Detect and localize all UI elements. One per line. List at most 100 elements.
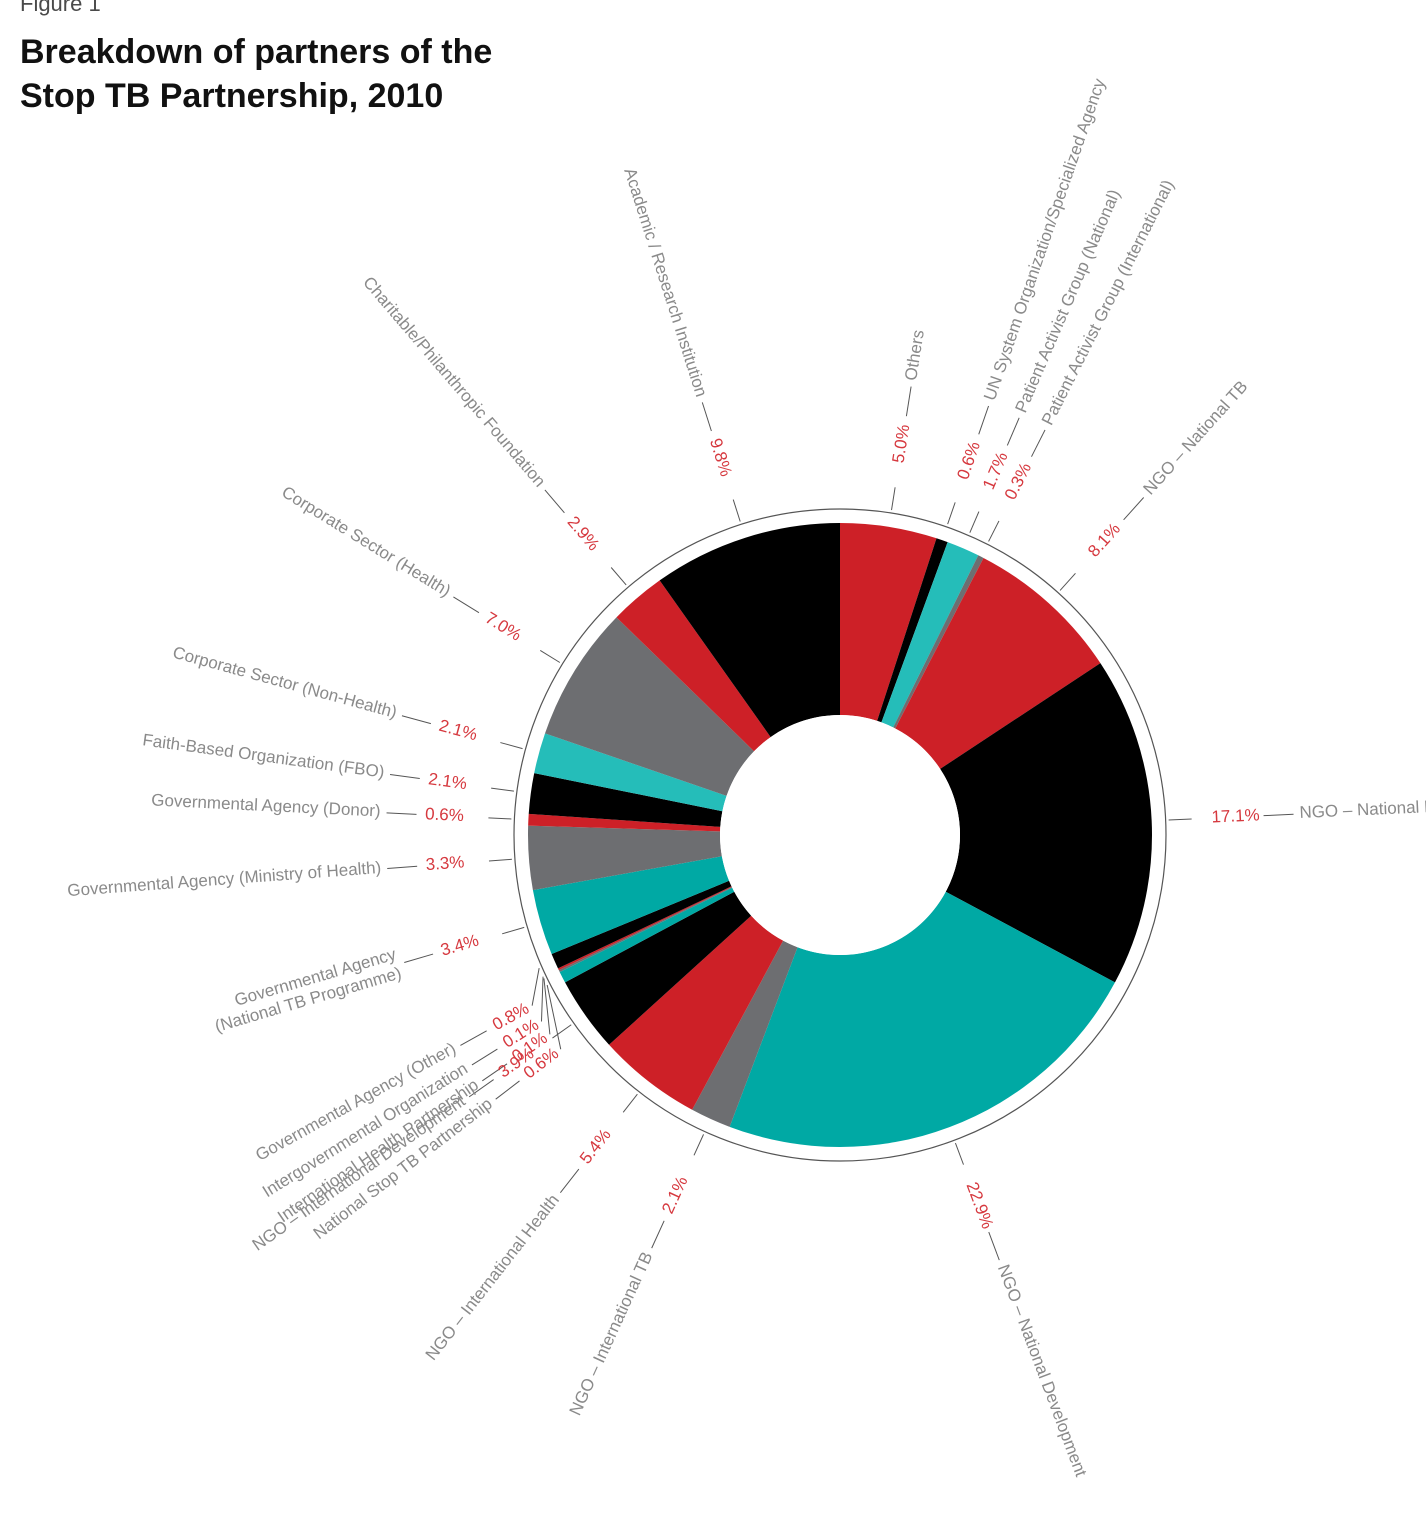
category-label-line: Corporate Sector (Health) (278, 483, 454, 601)
slice-governmental-agency-national-tb-programme (532, 856, 730, 955)
leader-line-ngo-international-tb (693, 1134, 704, 1156)
label-connector-ngo-international-development (468, 1079, 494, 1098)
category-label-corporate-sector-non-health: Corporate Sector (Non-Health) (171, 643, 399, 722)
leader-line-patient-activist-group-national (969, 511, 980, 533)
label-connector-un-system-organization-specialized-agency (978, 405, 990, 435)
category-label-governmental-agency-national-tb-programme: Governmental Agency(National TB Programm… (207, 945, 404, 1036)
category-label-line: Governmental Agency (Donor) (151, 791, 381, 821)
category-label-others: Others (902, 329, 929, 382)
slice-corporate-sector-non-health (534, 733, 727, 812)
value-label-academic-research-institution: 9.8% (706, 436, 736, 479)
slice-ngo-international-health (609, 915, 784, 1110)
leader-line-ngo-international-health (622, 1093, 638, 1113)
slice-charitable-philanthropic-foundation (616, 580, 771, 752)
category-label-line: NGO – National TB (1140, 377, 1252, 498)
figure-label: Figure 1 (20, 0, 101, 16)
slice-others (840, 523, 937, 721)
value-label-ngo-international-tb: 2.1% (658, 1173, 691, 1216)
leader-line-charitable-philanthropic-foundation (610, 567, 627, 586)
value-label-charitable-philanthropic-foundation: 2.9% (564, 513, 604, 555)
label-connector-others (905, 386, 912, 417)
slice-faith-based-organization-fbo (528, 773, 723, 827)
value-label-others: 5.0% (889, 423, 914, 464)
category-label-line: Academic / Research Institution (620, 166, 711, 400)
label-connector-charitable-philanthropic-foundation (544, 489, 565, 514)
label-connector-patient-activist-group-national (1006, 417, 1020, 446)
category-label-line: Corporate Sector (Non-Health) (171, 643, 399, 722)
chart-title-line-2: Stop TB Partnership, 2010 (20, 77, 444, 115)
category-label-line: NGO – National Development (993, 1262, 1090, 1480)
leader-line-academic-research-institution (732, 499, 741, 522)
label-connector-ngo-international-tb (651, 1220, 665, 1249)
label-connector-governmental-agency-ministry-of-health (387, 865, 418, 870)
chart-title: Breakdown of partners of the Stop TB Par… (20, 30, 580, 118)
leader-line-corporate-sector-non-health (500, 742, 523, 750)
value-label-governmental-agency-ministry-of-health: 3.3% (425, 852, 465, 874)
label-connector-international-health-partnership (482, 1063, 508, 1082)
category-label-line: Faith-Based Organization (FBO) (141, 731, 385, 782)
slice-ngo-national-tb (895, 557, 1101, 769)
leader-line-corporate-sector-health (539, 650, 561, 663)
leader-line-governmental-agency-donor (488, 817, 512, 820)
value-label-ngo-national-health: 17.1% (1211, 805, 1260, 826)
category-label-ngo-national-development: NGO – National Development (993, 1262, 1090, 1480)
value-label-ngo-national-tb: 8.1% (1084, 519, 1124, 561)
label-connector-patient-activist-group-international (1031, 429, 1046, 457)
value-label-corporate-sector-health: 7.0% (482, 608, 525, 644)
leader-line-national-stop-tb-partnership (546, 984, 562, 1050)
category-label-ngo-international-tb: NGO – International TB (566, 1249, 657, 1418)
slice-governmental-agency-donor (528, 813, 721, 832)
label-connector-governmental-agency-national-tb-programme (404, 953, 434, 963)
slice-corporate-sector-health (545, 617, 755, 796)
label-connector-governmental-agency-donor (386, 812, 417, 815)
leader-lines (386, 386, 1294, 1261)
value-label-ngo-national-development: 22.9% (963, 1180, 998, 1232)
label-connector-academic-research-institution (701, 402, 712, 432)
slice-patient-activist-group-international (893, 555, 984, 729)
slice-governmental-agency-other (551, 880, 732, 969)
category-label-governmental-agency-donor: Governmental Agency (Donor) (151, 791, 381, 821)
label-connector-ngo-national-health (1263, 813, 1294, 817)
leader-line-ngo-national-health (1168, 818, 1192, 821)
label-connector-ngo-international-health (559, 1168, 580, 1193)
leader-line-governmental-agency-other (531, 968, 540, 1006)
label-connector-corporate-sector-non-health (401, 715, 432, 725)
leader-line-patient-activist-group-international (988, 520, 1000, 542)
slice-academic-research-institution (659, 523, 840, 738)
value-label-governmental-agency-national-tb-programme: 3.4% (438, 931, 481, 960)
leader-line-intergovernmental-organization (540, 976, 544, 1022)
category-label-line: NGO – International TB (566, 1249, 657, 1418)
category-label-line: NGO – International Health (422, 1191, 563, 1364)
category-label-faith-based-organization-fbo: Faith-Based Organization (FBO) (141, 731, 385, 782)
label-connector-governmental-agency-other (460, 1030, 487, 1046)
category-label-ngo-national-tb: NGO – National TB (1140, 377, 1252, 498)
leader-line-governmental-agency-ministry-of-health (488, 858, 512, 862)
slice-ngo-national-development (729, 891, 1115, 1147)
donut-hole (720, 715, 960, 955)
category-label-corporate-sector-health: Corporate Sector (Health) (278, 483, 454, 601)
value-label-ngo-international-health: 5.4% (576, 1125, 615, 1167)
label-connector-corporate-sector-health (453, 596, 480, 614)
slice-governmental-agency-ministry-of-health (528, 825, 722, 891)
value-label-governmental-agency-donor: 0.6% (425, 804, 465, 825)
value-label-corporate-sector-non-health: 2.1% (437, 716, 479, 745)
slice-ngo-international-tb (692, 940, 798, 1127)
category-label-charitable-philanthropic-foundation: Charitable/Philanthropic Foundation (359, 273, 549, 491)
slice-patient-activist-group-national (881, 542, 979, 728)
value-label-faith-based-organization-fbo: 2.1% (427, 769, 468, 793)
value-label-un-system-organization-specialized-agency: 0.6% (953, 439, 984, 482)
donut-outer-ring (513, 508, 1167, 1162)
slice-ngo-international-development (565, 891, 752, 1045)
label-connector-ngo-national-development (988, 1231, 1000, 1261)
slice-national-stop-tb-partnership (559, 887, 735, 983)
leader-line-ngo-international-development (552, 1024, 572, 1039)
category-label-ngo-international-health: NGO – International Health (422, 1191, 563, 1364)
label-connector-national-stop-tb-partnership (495, 1080, 520, 1100)
leader-line-international-health-partnership (543, 978, 551, 1035)
category-label-line: Governmental Agency (Ministry of Health) (67, 858, 382, 900)
leader-line-faith-based-organization-fbo (491, 787, 515, 792)
category-label-academic-research-institution: Academic / Research Institution (620, 166, 711, 400)
leader-line-others (891, 487, 896, 511)
category-label-line: Others (902, 329, 929, 382)
